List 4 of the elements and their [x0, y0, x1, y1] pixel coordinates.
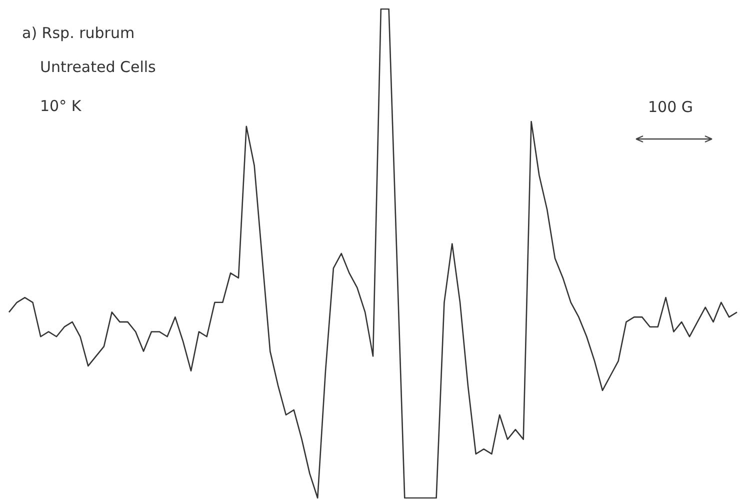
annotation: a) Rsp. rubrum — [22, 24, 135, 42]
annotation: Untreated Cells — [40, 58, 156, 76]
annotation: 100 G — [648, 98, 694, 116]
annotation: 10° K — [40, 97, 82, 115]
